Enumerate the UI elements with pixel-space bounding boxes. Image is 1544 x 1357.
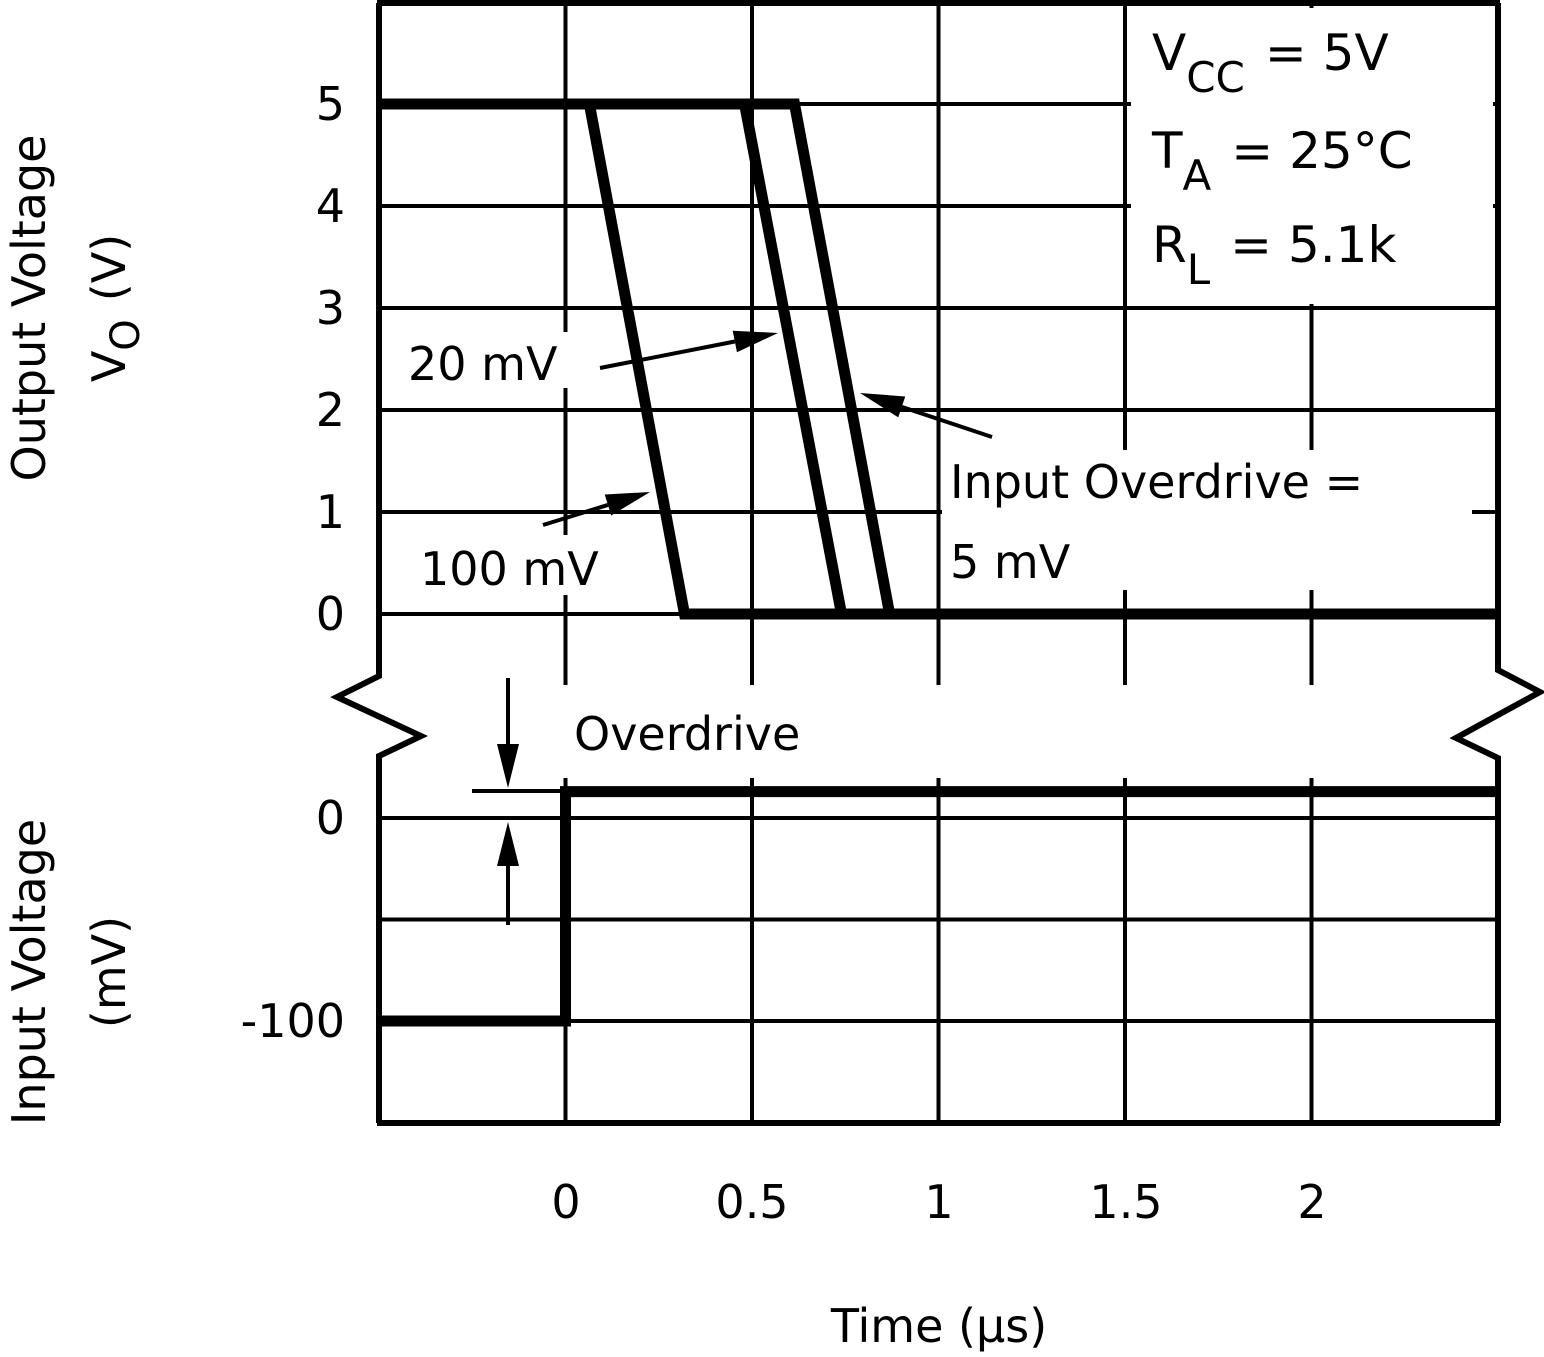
conditions-legend: VCC = 5V TA = 25°C RL = 5.1k bbox=[1131, 8, 1493, 304]
y-axis-label-output-symbol: VO(V) bbox=[82, 234, 149, 382]
arrow-overdrive-down-head bbox=[497, 744, 519, 788]
y-tick-input-neg100: -100 bbox=[241, 994, 345, 1048]
annotation-arrows bbox=[472, 330, 993, 925]
arrow-100mv-shaft bbox=[542, 503, 609, 527]
x-tick-0.5: 0.5 bbox=[715, 1175, 788, 1229]
arrow-20mv-shaft bbox=[599, 339, 736, 370]
series-label-100mv: 100 mV bbox=[420, 542, 599, 596]
x-tick-1: 1 bbox=[924, 1175, 953, 1229]
series-label-20mv: 20 mV bbox=[408, 337, 558, 391]
series-line-3 bbox=[379, 786, 1498, 1027]
arrow-overdrive-up-head bbox=[497, 822, 519, 866]
x-tick-0: 0 bbox=[551, 1175, 580, 1229]
series-line-2 bbox=[379, 98, 1498, 620]
frame-left-break bbox=[330, 3, 429, 1123]
y-tick-2: 2 bbox=[316, 383, 345, 437]
x-axis-label: Time (µs) bbox=[830, 1299, 1047, 1353]
y-tick-4: 4 bbox=[316, 179, 345, 233]
frame-right-break bbox=[1449, 3, 1544, 1123]
y-axis-label-input-unit: (mV) bbox=[82, 916, 136, 1028]
plot-frame bbox=[330, 0, 1544, 1126]
arrow-5mv-shaft bbox=[901, 405, 993, 439]
series-label-5mv-line2: 5 mV bbox=[950, 535, 1071, 589]
y-axis-label-output: Output Voltage bbox=[2, 135, 56, 482]
arrow-100mv-head bbox=[604, 492, 650, 516]
rl-label: RL = 5.1k bbox=[1152, 216, 1396, 294]
vcc-label: VCC = 5V bbox=[1152, 24, 1389, 102]
arrow-5mv-head bbox=[860, 393, 906, 418]
y-tick-5: 5 bbox=[316, 77, 345, 131]
y-tick-input-0: 0 bbox=[316, 791, 345, 845]
y-tick-1: 1 bbox=[316, 485, 345, 539]
y-tick-0: 0 bbox=[316, 587, 345, 641]
x-tick-1.5: 1.5 bbox=[1089, 1175, 1162, 1229]
overdrive-label: Overdrive bbox=[574, 707, 800, 761]
series-label-5mv-line1: Input Overdrive = bbox=[950, 455, 1363, 509]
y-tick-3: 3 bbox=[316, 281, 345, 335]
x-tick-2: 2 bbox=[1297, 1175, 1326, 1229]
y-axis-label-input: Input Voltage bbox=[2, 819, 56, 1125]
arrow-20mv-head bbox=[732, 330, 778, 353]
ta-label: TA = 25°C bbox=[1151, 122, 1413, 200]
